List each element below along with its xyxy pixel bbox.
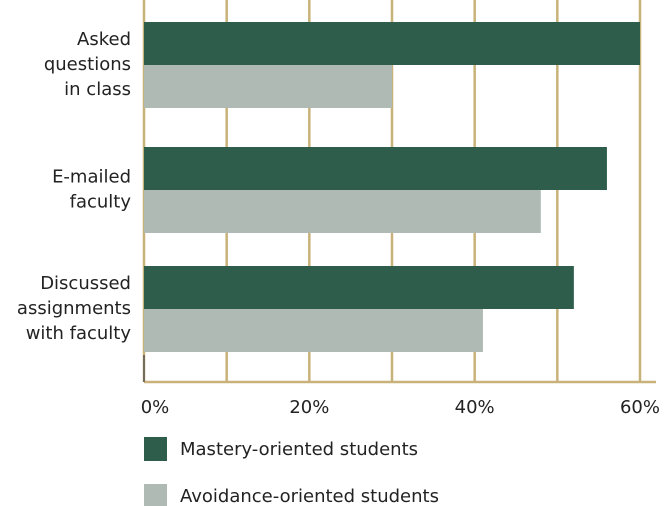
legend-label: Mastery-oriented students	[180, 439, 418, 460]
bar	[144, 65, 392, 108]
bar	[144, 22, 640, 65]
bar	[144, 190, 541, 233]
x-tick-label: 20%	[289, 397, 329, 418]
category-label: Discussed assignments with faculty	[17, 273, 131, 344]
legend-swatch	[144, 484, 167, 506]
x-tick-label: 0%	[141, 397, 170, 418]
x-tick-label: 40%	[455, 397, 495, 418]
legend-swatch	[144, 437, 167, 461]
legend-label: Avoidance-oriented students	[180, 486, 439, 506]
category-label: Asked questions in class	[44, 29, 131, 100]
bar	[144, 309, 483, 352]
category-label: E-mailed faculty	[52, 167, 131, 213]
bar	[144, 147, 607, 190]
bar	[144, 266, 574, 309]
x-tick-label: 60%	[620, 397, 660, 418]
